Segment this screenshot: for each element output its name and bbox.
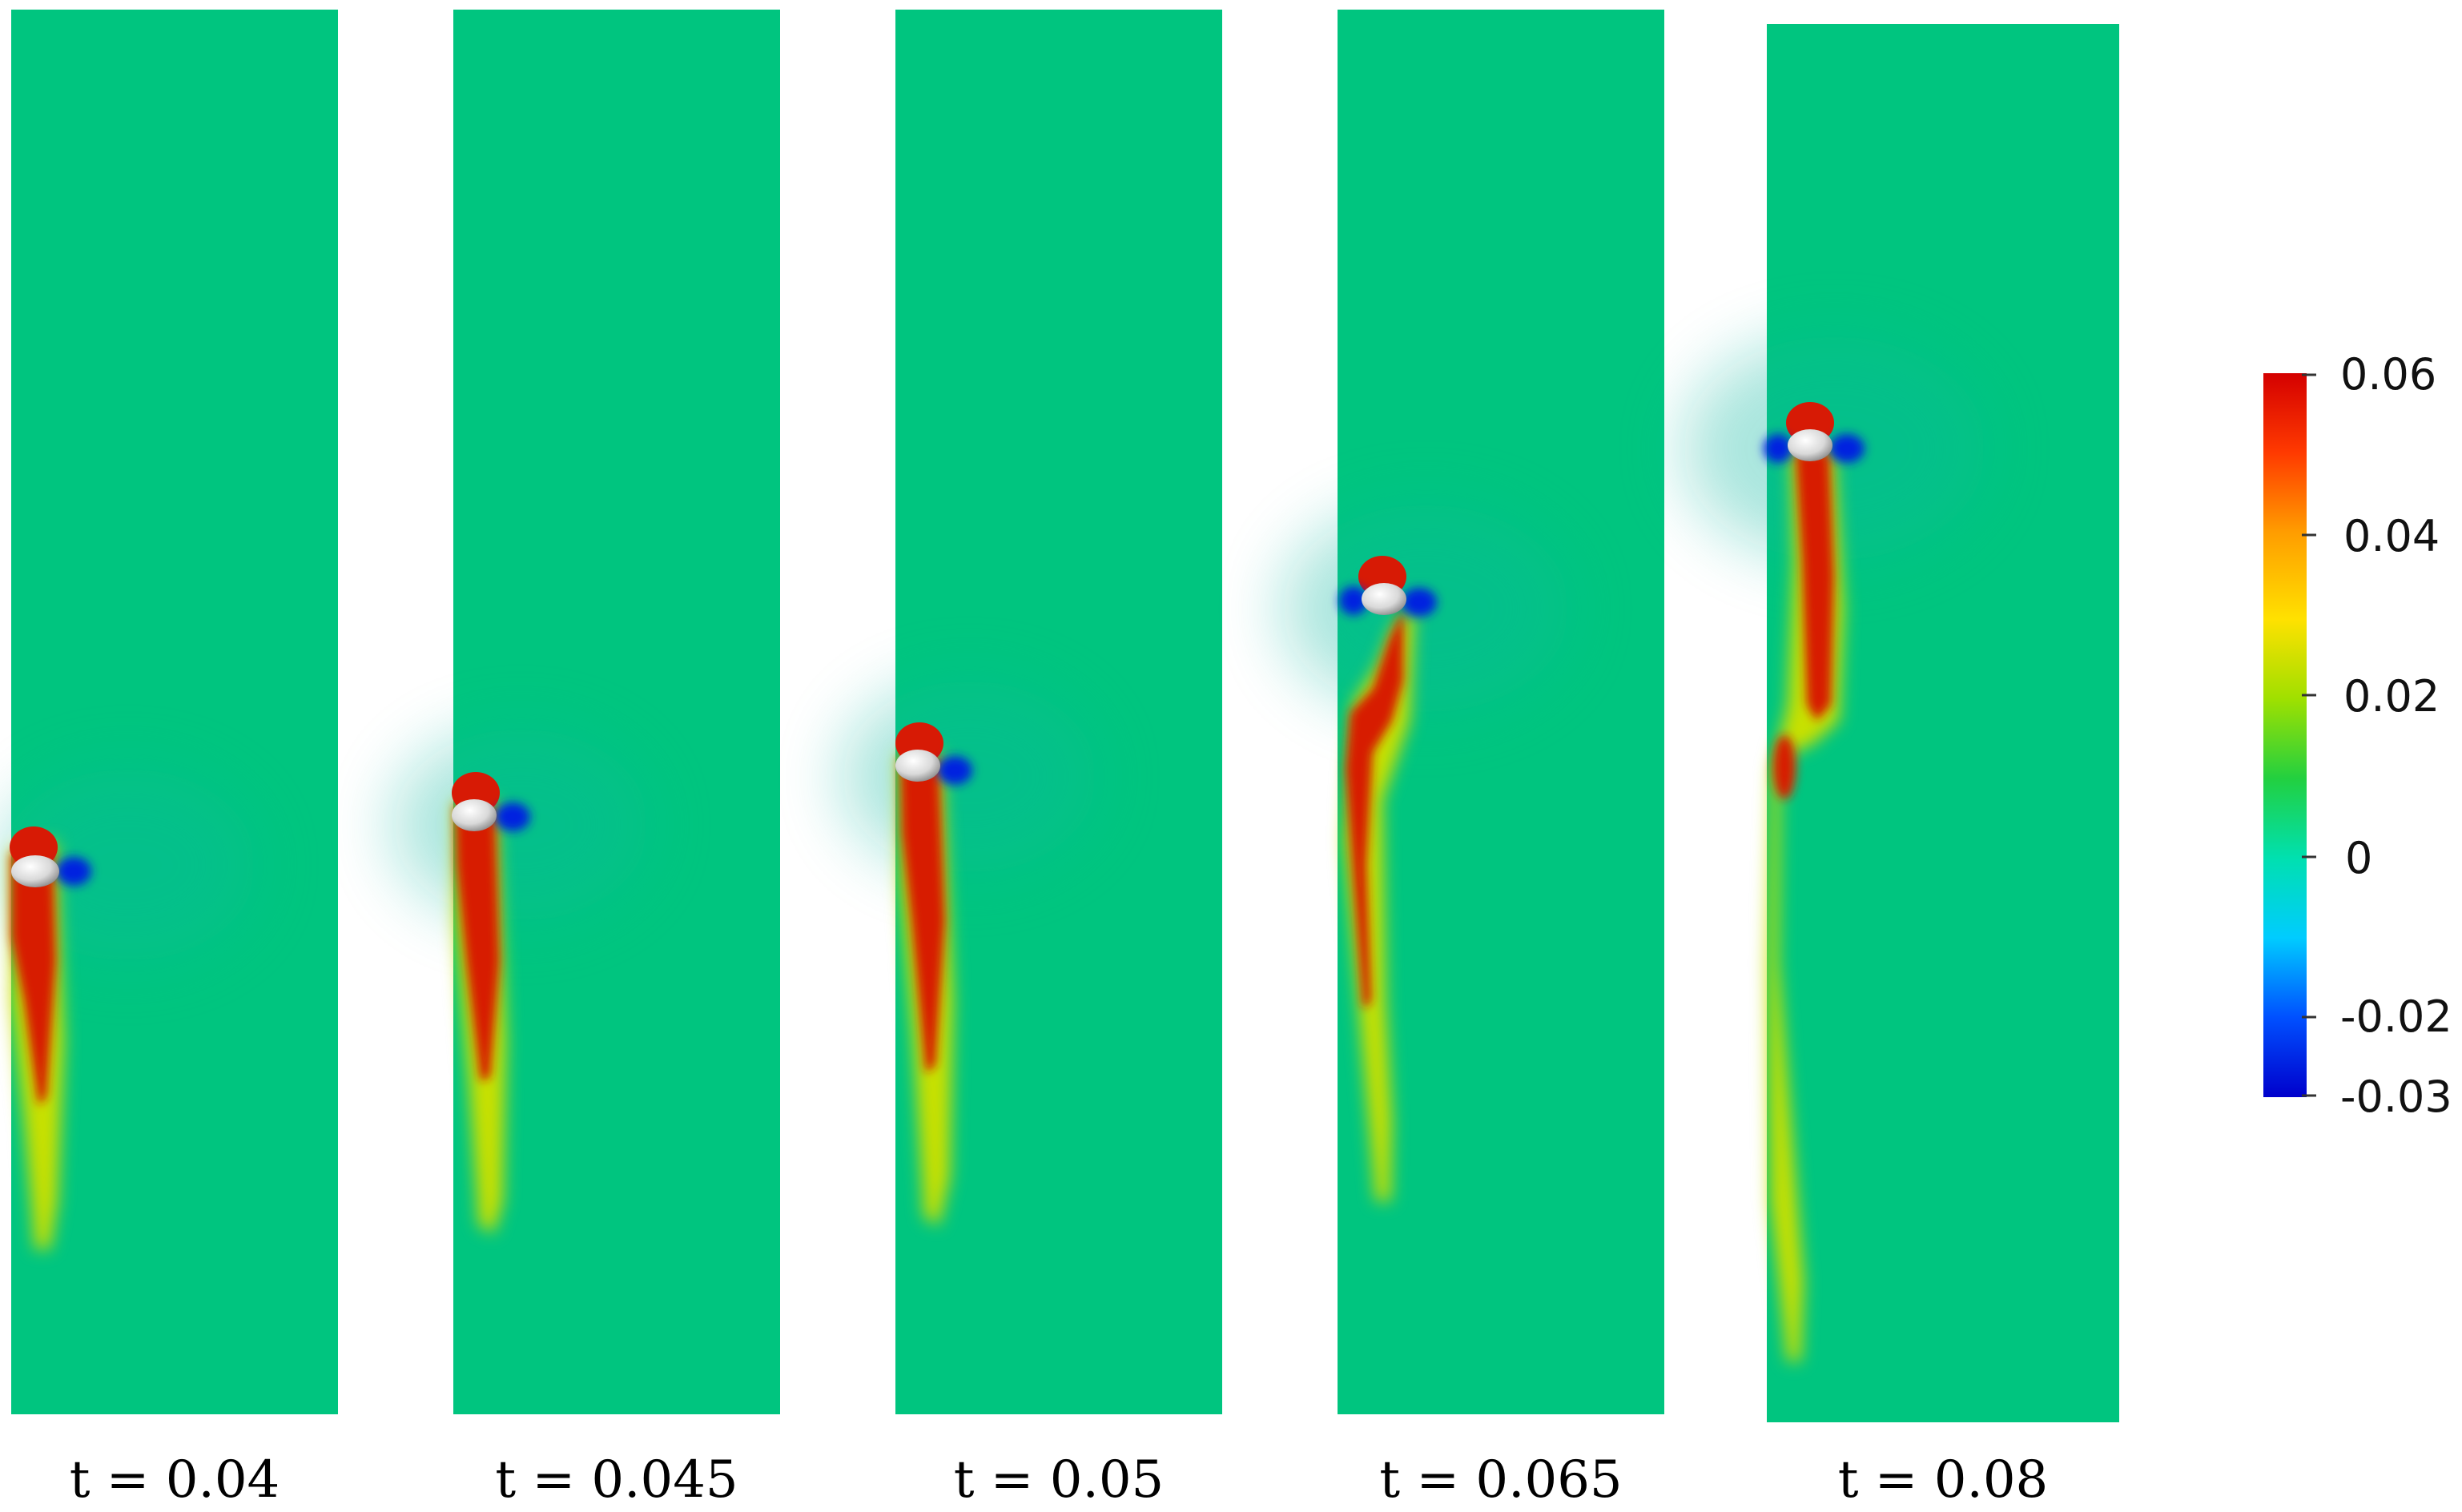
colorbar-bar (2263, 373, 2307, 1097)
panel-4-negative-lobe-right (1402, 588, 1437, 617)
panel-5-label: t = 0.08 (1837, 1450, 2049, 1510)
panel-1-field (11, 10, 338, 1414)
colorbar (2263, 373, 2316, 1097)
panel-4-wake-red (1346, 609, 1403, 1009)
panel-4-label: t = 0.065 (1379, 1450, 1623, 1510)
panel-2-label: t = 0.045 (495, 1450, 738, 1510)
panel-2 (392, 10, 780, 1414)
panel-5-sphere (1788, 429, 1832, 461)
panel-3-negative-lobe (937, 756, 972, 785)
panel-3-label: t = 0.05 (953, 1450, 1165, 1510)
panel-5-negative-lobe-left (1764, 434, 1792, 463)
panel-3-sphere (895, 750, 940, 782)
panel-3-wake-red (900, 757, 945, 1073)
panel-3 (841, 10, 1222, 1414)
panel-4 (1281, 10, 1664, 1414)
panel-5-wake-red-blob (1773, 735, 1796, 799)
panel-4-negative-lobe-left (1339, 586, 1368, 615)
panel-1-label: t = 0.04 (69, 1450, 280, 1510)
panel-1-negative-lobe (56, 857, 91, 886)
colorbar-tick-marks (2302, 373, 2316, 1097)
panel-2-negative-lobe (495, 802, 530, 831)
panel-1-sphere (11, 855, 59, 887)
colorbar-tick-label: 0.06 (2340, 349, 2437, 400)
panel-1 (0, 10, 338, 1414)
colorbar-tick-label: -0.02 (2340, 991, 2452, 1042)
panel-5-negative-lobe-right (1829, 434, 1865, 463)
colorbar-tick-label: -0.03 (2340, 1072, 2452, 1122)
panel-5 (1682, 24, 2119, 1422)
panel-2-wake-red (455, 805, 500, 1081)
panel-4-sphere (1362, 583, 1406, 615)
panel-2-sphere (452, 799, 497, 831)
colorbar-tick-label: 0.04 (2343, 511, 2440, 561)
panel-1-halo (0, 769, 256, 961)
colorbar-tick-label: 0 (2345, 833, 2373, 883)
panel-5-wake-red (1796, 452, 1834, 721)
panel-2-field (453, 10, 780, 1414)
colorbar-tick-label: 0.02 (2343, 671, 2440, 722)
panel-1-wake-red (11, 849, 56, 1105)
